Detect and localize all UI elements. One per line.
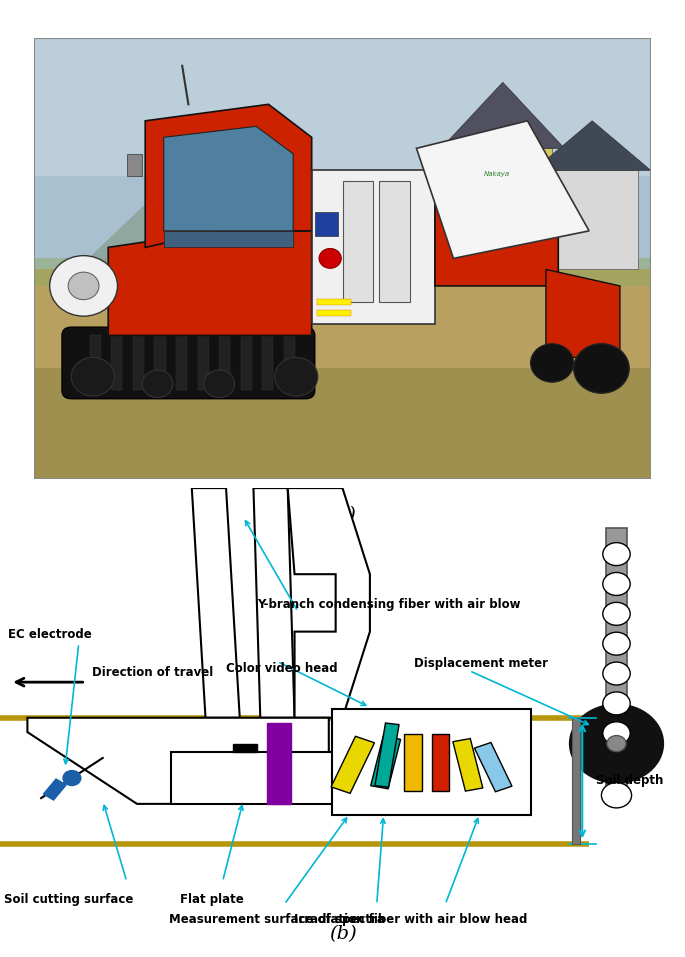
Polygon shape	[111, 335, 123, 390]
Polygon shape	[375, 723, 399, 788]
Polygon shape	[534, 121, 651, 170]
Polygon shape	[435, 181, 558, 286]
FancyBboxPatch shape	[34, 368, 651, 478]
Polygon shape	[133, 335, 144, 390]
Circle shape	[71, 357, 114, 396]
FancyBboxPatch shape	[127, 154, 142, 176]
Polygon shape	[197, 335, 209, 390]
Text: Flat plate: Flat plate	[180, 893, 245, 906]
Text: Soil depth: Soil depth	[596, 774, 663, 788]
Circle shape	[49, 256, 118, 316]
Circle shape	[607, 736, 626, 751]
Polygon shape	[43, 779, 66, 800]
FancyBboxPatch shape	[316, 309, 351, 316]
FancyBboxPatch shape	[332, 709, 531, 815]
Polygon shape	[416, 121, 589, 258]
Polygon shape	[371, 736, 401, 789]
Polygon shape	[267, 723, 291, 804]
Polygon shape	[233, 744, 257, 752]
FancyBboxPatch shape	[503, 167, 525, 192]
Polygon shape	[164, 126, 293, 231]
FancyBboxPatch shape	[314, 211, 338, 236]
Text: EC electrode: EC electrode	[8, 628, 92, 641]
Circle shape	[603, 572, 630, 595]
Circle shape	[603, 692, 630, 715]
Text: Displacement meter: Displacement meter	[414, 657, 549, 670]
FancyBboxPatch shape	[546, 170, 638, 270]
Text: (a): (a)	[329, 506, 356, 524]
Polygon shape	[219, 335, 230, 390]
Polygon shape	[475, 743, 512, 791]
Text: Color video head: Color video head	[226, 662, 338, 676]
FancyBboxPatch shape	[312, 170, 435, 324]
Polygon shape	[154, 335, 166, 390]
Polygon shape	[441, 82, 564, 148]
Polygon shape	[65, 192, 250, 280]
Text: Nakaya: Nakaya	[484, 171, 510, 177]
Circle shape	[275, 357, 318, 396]
Circle shape	[68, 272, 99, 300]
Circle shape	[603, 543, 630, 566]
FancyBboxPatch shape	[62, 327, 314, 399]
FancyBboxPatch shape	[316, 299, 351, 305]
Circle shape	[574, 344, 630, 393]
FancyBboxPatch shape	[34, 38, 651, 176]
Polygon shape	[288, 488, 370, 718]
Text: Direction of travel: Direction of travel	[92, 666, 214, 679]
Polygon shape	[253, 488, 295, 718]
Circle shape	[142, 370, 173, 397]
Circle shape	[601, 783, 632, 808]
Circle shape	[319, 249, 341, 268]
Text: Y-branch condensing fiber with air blow: Y-branch condensing fiber with air blow	[257, 597, 521, 611]
Circle shape	[603, 662, 630, 685]
Polygon shape	[192, 488, 240, 718]
FancyBboxPatch shape	[34, 270, 651, 478]
Circle shape	[63, 770, 81, 786]
FancyBboxPatch shape	[606, 528, 627, 804]
FancyBboxPatch shape	[503, 206, 525, 231]
Polygon shape	[108, 231, 312, 335]
Circle shape	[204, 370, 234, 397]
FancyBboxPatch shape	[572, 718, 580, 844]
FancyBboxPatch shape	[34, 258, 651, 286]
Circle shape	[530, 344, 573, 382]
FancyBboxPatch shape	[34, 38, 651, 286]
Polygon shape	[145, 104, 312, 247]
Polygon shape	[342, 181, 373, 302]
Circle shape	[603, 722, 630, 745]
Text: Irradiation fiber with air blow head: Irradiation fiber with air blow head	[295, 913, 527, 926]
Polygon shape	[90, 335, 101, 390]
Polygon shape	[331, 736, 375, 793]
Text: Soil cutting surface: Soil cutting surface	[4, 893, 133, 906]
Polygon shape	[171, 752, 342, 804]
Polygon shape	[284, 335, 295, 390]
FancyBboxPatch shape	[466, 167, 487, 192]
Polygon shape	[164, 231, 293, 247]
Circle shape	[603, 633, 630, 656]
Polygon shape	[27, 718, 329, 804]
Polygon shape	[241, 335, 252, 390]
Polygon shape	[453, 739, 483, 791]
Circle shape	[603, 602, 630, 625]
Polygon shape	[546, 270, 620, 357]
Polygon shape	[432, 734, 449, 791]
FancyBboxPatch shape	[466, 206, 487, 231]
Circle shape	[570, 704, 663, 783]
Polygon shape	[404, 734, 422, 791]
FancyBboxPatch shape	[453, 148, 552, 270]
Text: (b): (b)	[329, 924, 356, 943]
Polygon shape	[262, 335, 273, 390]
Polygon shape	[379, 181, 410, 302]
Polygon shape	[176, 335, 187, 390]
Text: Measurement surface of spectra: Measurement surface of spectra	[169, 913, 386, 926]
